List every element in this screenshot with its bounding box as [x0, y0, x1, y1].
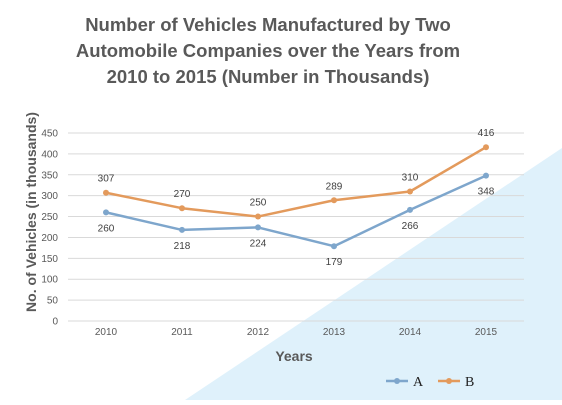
y-axis-title: No. of Vehicles (in thousands) [23, 112, 39, 312]
legend-B-marker [446, 378, 452, 384]
series-A-point-2013 [331, 243, 337, 250]
background-accent-shape [185, 148, 562, 400]
series-B-point-2010 [103, 189, 109, 196]
x-axis-title: Years [275, 348, 313, 364]
y-tick-label-150: 150 [41, 254, 58, 265]
data-label-A-2010: 260 [98, 223, 115, 234]
chart-title-line-1: Number of Vehicles Manufactured by Two [85, 14, 451, 35]
x-tick-label-2014: 2014 [399, 327, 422, 338]
series-B-point-2011 [179, 205, 185, 212]
data-label-B-2012: 250 [250, 198, 267, 209]
data-labels: 260 218 224 179 266 348 307 270 250 289 310 416 [98, 128, 495, 268]
legend-A-marker [394, 378, 400, 384]
data-label-A-2011: 218 [174, 241, 191, 252]
series-B-point-2015 [483, 144, 489, 151]
y-tick-label-300: 300 [41, 191, 58, 202]
series-B-line [105, 146, 487, 218]
series-A-point-2012 [255, 224, 261, 231]
y-tick-label-250: 250 [41, 212, 58, 223]
data-label-B-2014: 310 [402, 172, 419, 183]
series-B-point-2013 [331, 197, 337, 204]
series-B-point-2014 [407, 188, 413, 195]
data-label-B-2013: 289 [326, 181, 343, 192]
series-A-point-2010 [103, 209, 109, 216]
series-A-point-2011 [179, 226, 185, 233]
series-B-point-2012 [255, 213, 261, 220]
y-tick-label-0: 0 [52, 317, 58, 328]
y-tick-label-200: 200 [41, 233, 58, 244]
y-tick-label-450: 450 [41, 129, 58, 140]
data-label-A-2014: 266 [402, 221, 419, 232]
x-tick-label-2010: 2010 [95, 327, 118, 338]
chart-title-line-2: Automobile Companies over the Years from [76, 40, 460, 61]
data-label-A-2013: 179 [326, 257, 343, 268]
series-A-line [105, 174, 487, 248]
x-tick-label-2013: 2013 [323, 327, 346, 338]
legend-A-label: A [413, 375, 424, 390]
data-label-B-2011: 270 [174, 189, 191, 200]
chart-title-line-3: 2010 to 2015 (Number in Thousands) [107, 66, 430, 87]
y-tick-label-100: 100 [41, 275, 58, 286]
chart-title: Number of Vehicles Manufactured by Two A… [76, 14, 460, 87]
x-tick-label-2011: 2011 [171, 327, 193, 338]
legend-B-label: B [465, 375, 474, 390]
data-label-A-2012: 224 [250, 238, 267, 249]
y-axis-ticks: 0 50 100 150 200 250 300 350 400 450 [41, 129, 58, 328]
y-tick-label-350: 350 [41, 170, 58, 181]
x-tick-label-2015: 2015 [475, 327, 498, 338]
x-tick-label-2012: 2012 [247, 327, 270, 338]
y-tick-label-400: 400 [41, 149, 58, 160]
x-axis-ticks: 2010 2011 2012 2013 2014 2015 [95, 327, 498, 338]
y-tick-label-50: 50 [47, 296, 59, 307]
data-label-B-2010: 307 [98, 174, 115, 185]
series-lines [103, 144, 489, 250]
data-label-A-2015: 348 [478, 187, 495, 198]
data-label-B-2015: 416 [478, 128, 495, 139]
series-A-point-2014 [407, 206, 413, 213]
series-A-point-2015 [483, 172, 489, 179]
